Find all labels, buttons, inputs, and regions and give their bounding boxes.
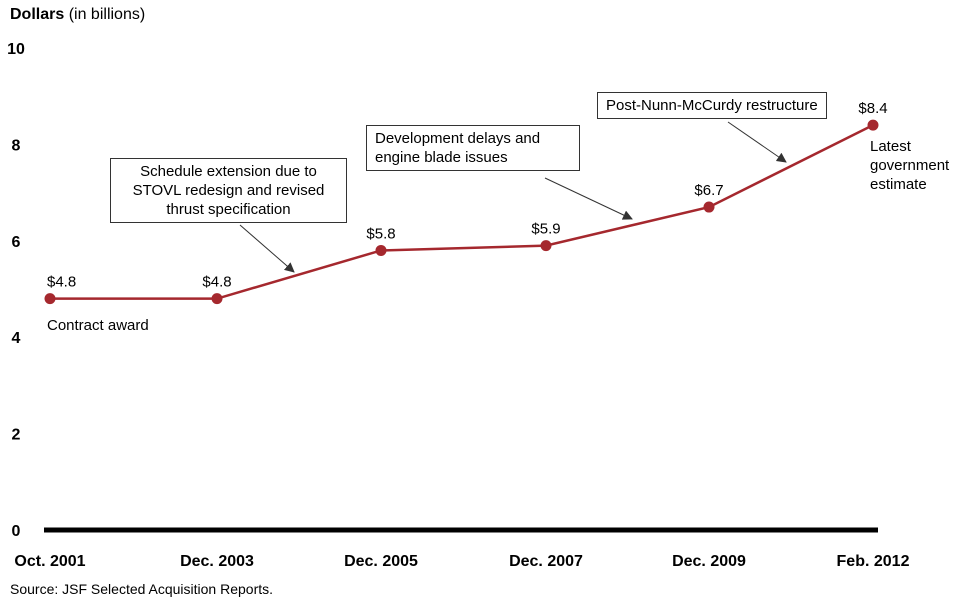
restructure-arrow	[727, 121, 787, 163]
data-point	[375, 244, 387, 256]
data-point	[211, 293, 223, 305]
development-delays-note: Development delays and engine blade issu…	[366, 125, 580, 171]
x-tick-label: Dec. 2007	[509, 553, 583, 570]
schedule-extension-note: Schedule extension due to STOVL redesign…	[110, 158, 347, 223]
x-tick-label: Feb. 2012	[837, 553, 910, 570]
y-tick-label: 10	[7, 41, 25, 58]
latest-estimate-label: Latest government estimate	[870, 138, 950, 193]
y-tick-label: 2	[12, 427, 21, 444]
y-tick-label: 0	[12, 523, 21, 540]
data-label: $4.8	[47, 274, 76, 291]
x-tick-label: Dec. 2009	[672, 553, 746, 570]
annotation-arrows	[239, 121, 787, 273]
y-tick-label: 6	[12, 234, 21, 251]
schedule-extension-arrow	[239, 224, 295, 273]
x-tick-label: Oct. 2001	[14, 553, 85, 570]
data-point	[867, 119, 879, 131]
data-label: $5.8	[366, 225, 395, 242]
data-point	[540, 240, 552, 252]
x-tick-label: Dec. 2005	[344, 553, 418, 570]
y-tick-label: 4	[12, 330, 21, 347]
data-label: $4.8	[202, 274, 231, 291]
development-delays-arrow	[544, 177, 633, 220]
source-note: Source: JSF Selected Acquisition Reports…	[10, 581, 274, 597]
data-label: $5.9	[531, 221, 560, 238]
data-point	[44, 293, 56, 305]
y-axis-title-unit: (in billions)	[68, 6, 146, 23]
data-label: $6.7	[694, 182, 723, 199]
x-tick-label: Dec. 2003	[180, 553, 254, 570]
restructure-note: Post-Nunn-McCurdy restructure	[597, 92, 827, 119]
y-tick-label: 8	[12, 137, 21, 154]
y-axis-title: Dollars (in billions)	[10, 6, 145, 24]
data-label: $8.4	[858, 100, 887, 117]
contract-award-label: Contract award	[47, 317, 149, 334]
data-point	[703, 201, 715, 213]
y-axis-title-bold: Dollars	[10, 6, 65, 23]
series-line	[50, 124, 874, 300]
